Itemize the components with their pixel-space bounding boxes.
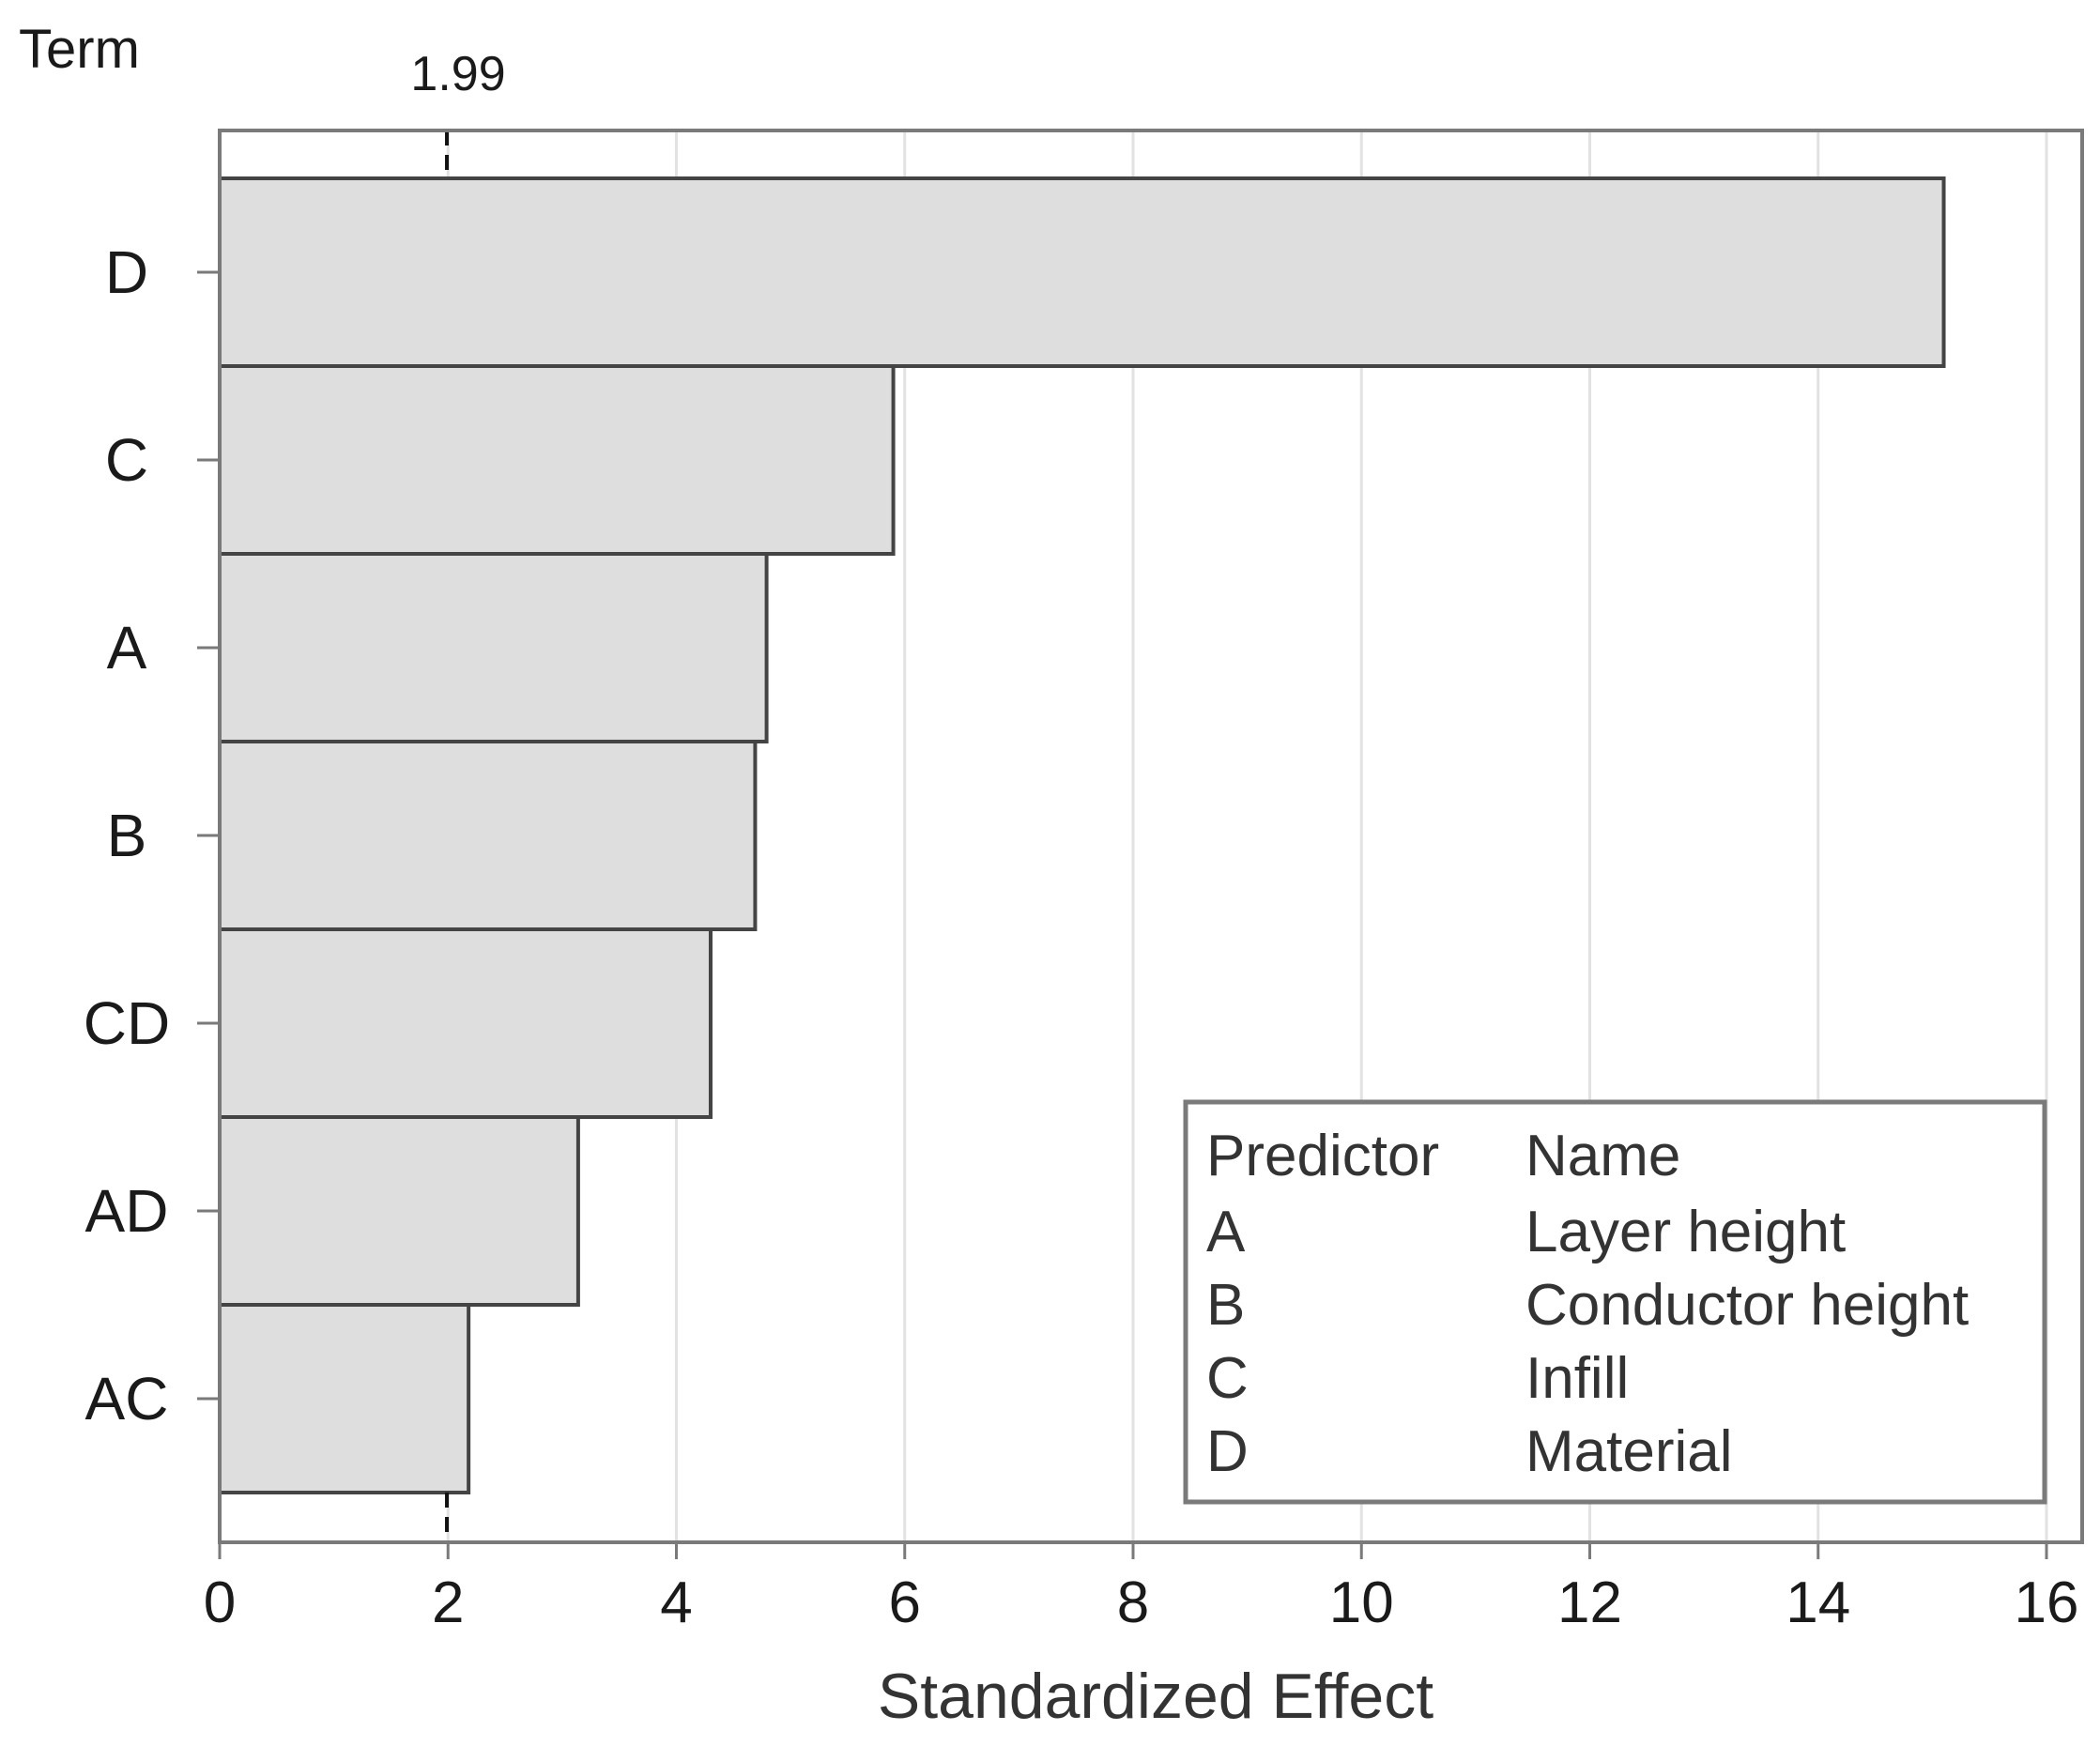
x-tick-label-6: 6 <box>889 1570 921 1635</box>
legend-name-c: Infill <box>1525 1346 1629 1411</box>
bar-d <box>218 176 1946 368</box>
y-tick-label-cd: CD <box>84 989 170 1057</box>
y-tick-label-c: C <box>105 426 148 494</box>
legend-box <box>1183 1099 2047 1505</box>
y-tick-label-ac: AC <box>85 1365 169 1432</box>
x-tick-label-10: 10 <box>1329 1570 1394 1635</box>
legend-predictor-d: D <box>1206 1419 1249 1484</box>
bar-a <box>218 552 769 743</box>
legend: Predictor Name A Layer height B Conductor h… <box>1183 1099 2047 1505</box>
legend-name-a: Layer height <box>1525 1200 1846 1264</box>
x-tick-label-16: 16 <box>2015 1570 2079 1635</box>
bar-ad <box>218 1115 580 1307</box>
bar-c <box>218 364 896 556</box>
y-axis-title: Term <box>19 19 140 80</box>
bar-layer <box>218 176 1946 1494</box>
y-tick-label-b: B <box>107 802 147 869</box>
legend-predictor-b: B <box>1206 1273 1245 1338</box>
reference-line-label: 1.99 <box>410 47 505 101</box>
x-tick-label-14: 14 <box>1786 1570 1850 1635</box>
x-tick-label-4: 4 <box>660 1570 692 1635</box>
x-axis-title: Standardized Effect <box>878 1661 1433 1732</box>
bar-ac <box>218 1303 471 1494</box>
bar-b <box>218 740 758 931</box>
y-tick-label-ad: AD <box>85 1177 169 1245</box>
y-tick-label-d: D <box>105 238 148 306</box>
x-tick-label-8: 8 <box>1117 1570 1149 1635</box>
legend-header-name: Name <box>1525 1124 1680 1188</box>
x-tick-label-0: 0 <box>204 1570 236 1635</box>
y-tick-label-a: A <box>107 614 147 682</box>
legend-name-b: Conductor height <box>1525 1273 1969 1338</box>
x-tick-label-2: 2 <box>432 1570 464 1635</box>
legend-predictor-a: A <box>1206 1200 1246 1264</box>
legend-header-predictor: Predictor <box>1206 1124 1439 1188</box>
legend-predictor-c: C <box>1206 1346 1249 1411</box>
legend-name-d: Material <box>1525 1419 1733 1484</box>
bar-cd <box>218 927 713 1119</box>
x-tick-label-12: 12 <box>1557 1570 1622 1635</box>
